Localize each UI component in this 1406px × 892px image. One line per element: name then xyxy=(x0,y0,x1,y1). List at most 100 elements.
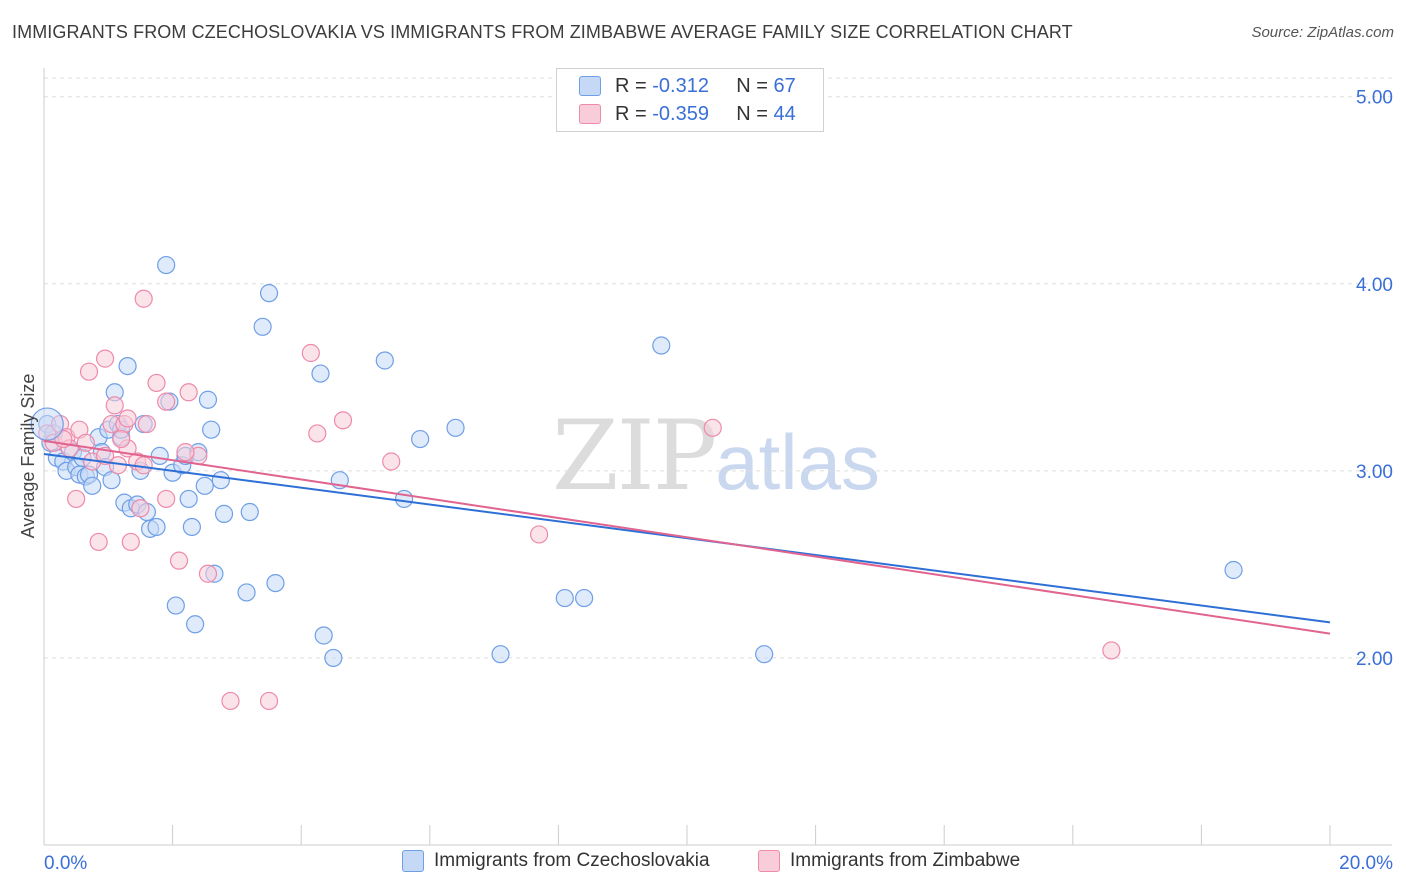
czechoslovakia-point xyxy=(237,583,256,602)
zimbabwe-point xyxy=(121,532,140,552)
n-label: N = xyxy=(736,102,768,125)
series-legend: Immigrants from Czechoslovakia Immigrant… xyxy=(0,850,1406,878)
czechoslovakia-point xyxy=(311,364,330,383)
czechoslovakia-point xyxy=(394,489,414,509)
zimbabwe-point xyxy=(530,525,549,544)
zimbabwe-point xyxy=(134,289,153,308)
legend-row-czechoslovakia: R = -0.312 N = 67 xyxy=(579,72,796,100)
czechoslovakia-point xyxy=(575,588,594,608)
legend-swatch-zimbabwe xyxy=(579,104,601,124)
zimbabwe-point xyxy=(198,564,218,583)
source-label: Source: ZipAtlas.com xyxy=(1251,24,1394,41)
czechoslovakia-point xyxy=(102,471,121,490)
czechoslovakia-point xyxy=(491,645,510,664)
legend-item-zimbabwe: Immigrants from Zimbabwe xyxy=(758,850,1020,872)
x-tick-label: 20.0% xyxy=(1339,853,1393,874)
zimbabwe-point xyxy=(95,349,115,368)
zimbabwe-point xyxy=(131,499,150,518)
axes xyxy=(43,68,1392,846)
czechoslovakia-point xyxy=(266,573,285,593)
czechoslovakia-point xyxy=(157,255,176,275)
watermark: ZIPatlas xyxy=(552,400,880,512)
zimbabwe-point xyxy=(79,362,99,381)
zimbabwe-point xyxy=(176,443,195,462)
correlation-legend: R = -0.312 N = 67 R = -0.359 N = 44 xyxy=(556,68,824,132)
zimbabwe-point xyxy=(134,456,153,475)
zimbabwe-point xyxy=(301,343,320,363)
zimbabwe-point xyxy=(118,409,137,428)
zimbabwe-point xyxy=(308,424,327,443)
czechoslovakia-point-large xyxy=(30,407,64,441)
zimbabwe-point xyxy=(67,489,86,509)
legend-item-czechoslovakia: Immigrants from Czechoslovakia xyxy=(402,850,710,872)
zimbabwe-point xyxy=(147,373,166,393)
czechoslovakia-point xyxy=(214,504,234,523)
czechoslovakia-point xyxy=(166,596,185,615)
zimbabwe-point xyxy=(157,489,176,509)
czechoslovakia-point xyxy=(147,517,166,537)
r-label: R = xyxy=(615,102,647,125)
zimbabwe-point xyxy=(382,452,401,471)
tick-labels: 2.00 3.00 4.00 5.00 0.0% 20.0% xyxy=(44,88,1393,874)
zimbabwe-point xyxy=(89,532,108,552)
zimbabwe-point xyxy=(112,429,131,449)
n-value: 44 xyxy=(773,102,796,125)
y-axis-label: Average Family Size xyxy=(18,374,38,539)
czechoslovakia-point xyxy=(259,284,279,303)
czechoslovakia-point xyxy=(150,446,169,465)
czechoslovakia-point xyxy=(446,418,465,437)
czechoslovakia-point xyxy=(253,317,272,336)
zimbabwe-point xyxy=(703,418,722,437)
zimbabwe-point xyxy=(137,414,156,434)
zimbabwe-point xyxy=(105,396,124,415)
czechoslovakia-point xyxy=(179,489,198,509)
czechoslovakia-point xyxy=(195,476,214,495)
zimbabwe-trend-line xyxy=(43,439,1331,635)
y-tick-label: 5.00 xyxy=(1356,88,1393,109)
czechoslovakia-point xyxy=(202,420,221,439)
czechoslovakia-point xyxy=(240,502,259,522)
czechoslovakia-point xyxy=(198,390,218,409)
n-label: N = xyxy=(736,74,768,97)
zimbabwe-point xyxy=(1102,641,1121,660)
y-tick-label: 3.00 xyxy=(1356,462,1393,483)
legend-label-czechoslovakia: Immigrants from Czechoslovakia xyxy=(434,850,710,871)
czechoslovakia-point xyxy=(324,648,343,668)
watermark-atlas: atlas xyxy=(715,418,880,506)
data-points xyxy=(30,255,1243,711)
x-tick-label: 0.0% xyxy=(44,853,87,874)
y-tick-label: 2.00 xyxy=(1356,649,1393,670)
zimbabwe-point xyxy=(169,551,189,570)
zimbabwe-point xyxy=(179,383,198,402)
y-tick-label: 4.00 xyxy=(1356,275,1393,296)
czechoslovakia-point xyxy=(186,615,205,634)
czechoslovakia-point xyxy=(652,336,671,355)
watermark-zip: ZIP xyxy=(552,400,717,512)
zimbabwe-point xyxy=(259,691,279,711)
zimbabwe-point xyxy=(333,411,353,430)
legend-label-zimbabwe: Immigrants from Zimbabwe xyxy=(790,850,1021,871)
legend-swatch-czechoslovakia xyxy=(579,76,601,96)
czechoslovakia-point xyxy=(755,645,774,664)
legend-swatch-czechoslovakia xyxy=(402,850,424,872)
legend-swatch-zimbabwe xyxy=(758,850,780,872)
zimbabwe-point xyxy=(221,691,240,711)
n-value: 67 xyxy=(773,74,796,97)
grid-lines xyxy=(44,77,1392,659)
czechoslovakia-point xyxy=(118,356,137,376)
chart-title: IMMIGRANTS FROM CZECHOSLOVAKIA VS IMMIGR… xyxy=(12,22,1073,42)
trend-lines xyxy=(43,439,1331,635)
czechoslovakia-point xyxy=(182,517,201,537)
czechoslovakia-point xyxy=(1224,560,1243,580)
czechoslovakia-point xyxy=(314,626,333,645)
czechoslovakia-point xyxy=(211,471,230,490)
legend-row-zimbabwe: R = -0.359 N = 44 xyxy=(579,100,796,128)
r-value: -0.359 xyxy=(652,102,709,125)
czechoslovakia-point xyxy=(555,588,574,608)
czechoslovakia-point xyxy=(83,476,102,495)
r-label: R = xyxy=(615,74,647,97)
r-value: -0.312 xyxy=(652,74,709,97)
czechoslovakia-point xyxy=(411,429,430,449)
zimbabwe-point xyxy=(157,392,176,411)
